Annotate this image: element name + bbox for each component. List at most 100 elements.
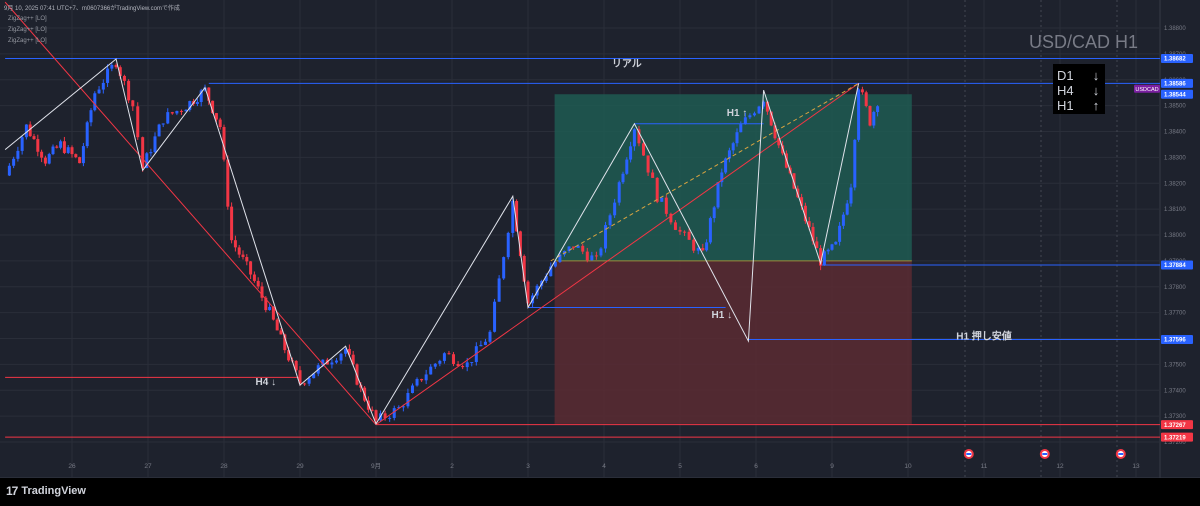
time-tick-label: 11 — [981, 463, 988, 470]
time-axis[interactable]: 26 27 28 29 9月 2 3 4 5 6 9 10 11 12 13 — [68, 462, 1140, 470]
candle-body — [264, 297, 268, 311]
trend-table-timeframe: H1 — [1057, 98, 1074, 113]
candle-body — [36, 139, 40, 152]
trend-table-timeframe: D1 — [1057, 68, 1074, 83]
candle-body — [93, 93, 97, 111]
candle-body — [383, 413, 387, 419]
price-line-label: 1.37596 — [1164, 338, 1186, 344]
price-tick-label: 1.37200 — [1164, 440, 1186, 446]
indicator-label-1[interactable]: ZigZag++ [LO] — [8, 16, 47, 22]
event-icon-flag — [1042, 453, 1048, 455]
candle-body — [518, 231, 522, 256]
candle-body — [493, 301, 497, 332]
price-tick-label: 1.37800 — [1164, 285, 1186, 291]
economic-event-icon — [1039, 449, 1050, 459]
candle-body — [122, 75, 126, 81]
price-tick-label: 1.38200 — [1164, 181, 1186, 187]
candle-body — [497, 278, 501, 302]
profit-zone — [554, 94, 912, 261]
candle-body — [245, 257, 249, 262]
candle-body — [447, 353, 451, 355]
candle-body — [757, 106, 761, 114]
annotation-label: H1 ↑ — [727, 108, 748, 119]
candle-body — [294, 360, 298, 371]
event-icon-flag — [1118, 453, 1124, 455]
candle-body — [613, 202, 617, 216]
price-tick-label: 1.38400 — [1164, 130, 1186, 136]
candle-body — [692, 239, 696, 251]
candle-body — [651, 172, 655, 178]
event-markers[interactable] — [963, 449, 1126, 459]
candle-body — [24, 124, 28, 138]
candle-body — [708, 218, 712, 243]
candle-body — [621, 173, 625, 183]
candle-body — [397, 407, 401, 409]
candle-body — [465, 362, 469, 368]
price-line-label: 1.38544 — [1164, 92, 1186, 98]
candle-body — [218, 119, 222, 128]
candle-body — [762, 101, 766, 107]
candle-body — [701, 248, 705, 251]
candle-body — [214, 113, 218, 120]
candle-body — [506, 232, 510, 258]
candle-body — [553, 261, 557, 267]
indicator-label-3[interactable]: ZigZag++ [LO] — [8, 38, 47, 44]
candle-body — [429, 366, 433, 375]
trend-table-direction: ↓ — [1093, 83, 1100, 98]
candle-body — [47, 154, 51, 164]
candle-body — [576, 245, 580, 248]
level-lines — [5, 58, 1160, 438]
tradingview-logo[interactable]: 17 TradingView — [6, 484, 86, 498]
candle-body — [617, 182, 621, 203]
candle-body — [114, 64, 118, 68]
price-tick-label: 1.38800 — [1164, 26, 1186, 32]
candle-body — [330, 362, 334, 365]
candle-body — [752, 113, 756, 116]
candle-body — [226, 159, 230, 207]
candle-body — [175, 110, 179, 114]
candle-body — [849, 187, 853, 204]
candle-body — [279, 330, 283, 335]
candle-body — [777, 138, 781, 146]
candle-body — [410, 385, 414, 393]
candle-body — [370, 409, 374, 411]
candle-body — [838, 225, 842, 242]
position-zones — [554, 94, 912, 424]
candle-body — [401, 406, 405, 408]
price-tick-label: 1.37400 — [1164, 388, 1186, 394]
candle-body — [567, 246, 571, 251]
candle-body — [800, 197, 804, 206]
candle-body — [170, 112, 174, 114]
candle-body — [252, 274, 256, 281]
candle-body — [374, 410, 378, 421]
candle-body — [515, 200, 519, 232]
price-line-badge — [1161, 335, 1193, 345]
candle-body — [488, 331, 492, 342]
candle-body — [678, 229, 682, 232]
trend-table-direction: ↓ — [1093, 68, 1100, 83]
candle-body — [233, 240, 237, 248]
price-line-badge — [1161, 260, 1193, 270]
candle-body — [74, 154, 78, 158]
indicator-label-2[interactable]: ZigZag++ [LO] — [8, 27, 47, 33]
annotation-label: H1 ↓ — [712, 310, 733, 321]
candle-body — [12, 158, 16, 166]
time-tick-label: 6 — [754, 463, 758, 470]
trendline — [550, 82, 859, 262]
time-tick-label: 27 — [144, 463, 152, 470]
zigzag-lines — [4, 58, 860, 426]
price-axis[interactable]: 1.388001.387001.386001.385001.384001.383… — [1134, 26, 1193, 446]
candle-body — [632, 129, 636, 147]
candle-body — [868, 106, 872, 126]
candle-body — [249, 261, 253, 275]
candle-body — [544, 276, 548, 281]
loss-zone — [554, 260, 912, 424]
candle-body — [625, 159, 629, 174]
price-chart[interactable]: リアル H1 ↑ H1 ↓ H4 ↓ H1 押し安値 D1 ↓ H4 ↓ H1 ↑ 1.38800… — [0, 0, 1200, 479]
candle-body — [230, 206, 234, 241]
candle-body — [822, 251, 826, 266]
trend-table-timeframe: H4 — [1057, 83, 1074, 98]
price-tick-label: 1.38100 — [1164, 207, 1186, 213]
candle-body — [599, 248, 603, 256]
